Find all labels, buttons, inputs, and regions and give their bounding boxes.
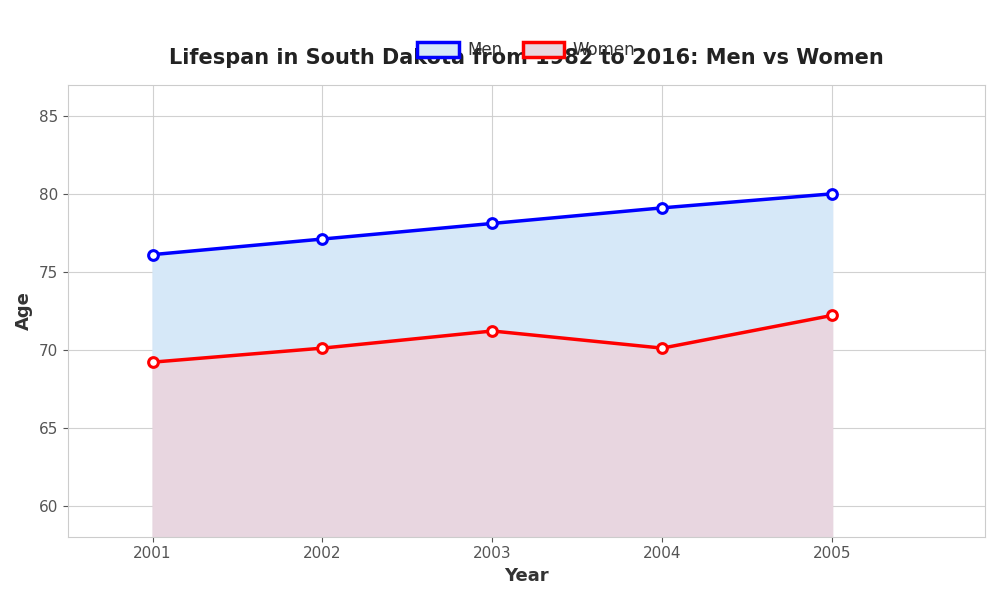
Legend: Men, Women: Men, Women [411, 34, 642, 65]
Title: Lifespan in South Dakota from 1982 to 2016: Men vs Women: Lifespan in South Dakota from 1982 to 20… [169, 48, 884, 68]
X-axis label: Year: Year [504, 567, 549, 585]
Y-axis label: Age: Age [15, 291, 33, 330]
